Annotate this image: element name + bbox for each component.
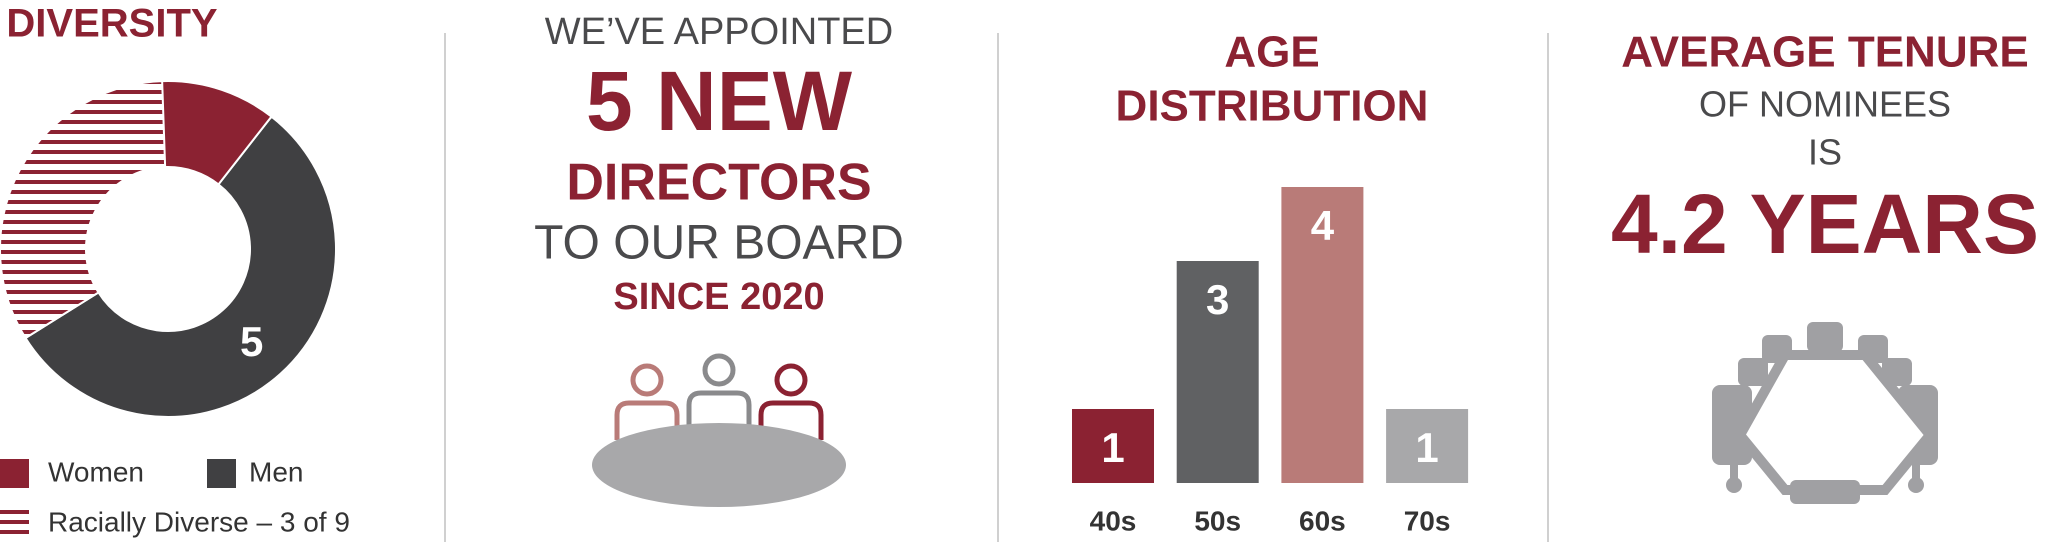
headline: 5 NEW — [586, 54, 853, 148]
text-line: IS — [1808, 132, 1842, 173]
x-tick-label: 50s — [1194, 505, 1241, 536]
bar-chart: 1 40s 3 50s 4 60s 1 70s — [1072, 187, 1469, 536]
data-label: 1 — [1101, 424, 1124, 471]
x-tick-label: 70s — [1404, 505, 1451, 536]
donut-segment — [24, 115, 337, 418]
text-line: AVERAGE TENURE — [1621, 28, 2028, 77]
bar — [1176, 261, 1259, 483]
panel-title: DIVERSITY — [6, 2, 217, 46]
bar — [1072, 409, 1154, 483]
headline: 4.2 YEARS — [1611, 177, 2039, 271]
conference-icon — [1712, 322, 1938, 504]
text-line: WE’VE APPOINTED — [545, 11, 893, 53]
legend-label: Women — [48, 456, 144, 487]
text-line: OF NOMINEES — [1699, 84, 1951, 125]
text-line: SINCE 2020 — [613, 276, 824, 318]
x-tick-label: 40s — [1090, 505, 1137, 536]
legend-label: Men — [249, 456, 303, 487]
donut-chart: 54 — [0, 80, 337, 418]
data-label: 5 — [240, 318, 263, 365]
hatch-segment — [0, 80, 167, 340]
bar — [1386, 409, 1469, 483]
legend-swatch — [0, 459, 29, 488]
board-icon — [592, 353, 846, 507]
panel-title: AGE — [1224, 28, 1319, 77]
data-label: 1 — [1415, 424, 1438, 471]
text-line: DIRECTORS — [566, 154, 871, 212]
legend-label: Racially Diverse – 3 of 9 — [48, 506, 350, 537]
legend-swatch — [207, 459, 236, 488]
text-line: TO OUR BOARD — [534, 217, 904, 270]
data-label: 4 — [1311, 202, 1335, 249]
bar — [1281, 187, 1364, 483]
legend-swatch — [0, 509, 29, 538]
panel-title: DISTRIBUTION — [1116, 82, 1429, 131]
data-label: 3 — [1206, 276, 1229, 323]
x-tick-label: 60s — [1299, 505, 1346, 536]
